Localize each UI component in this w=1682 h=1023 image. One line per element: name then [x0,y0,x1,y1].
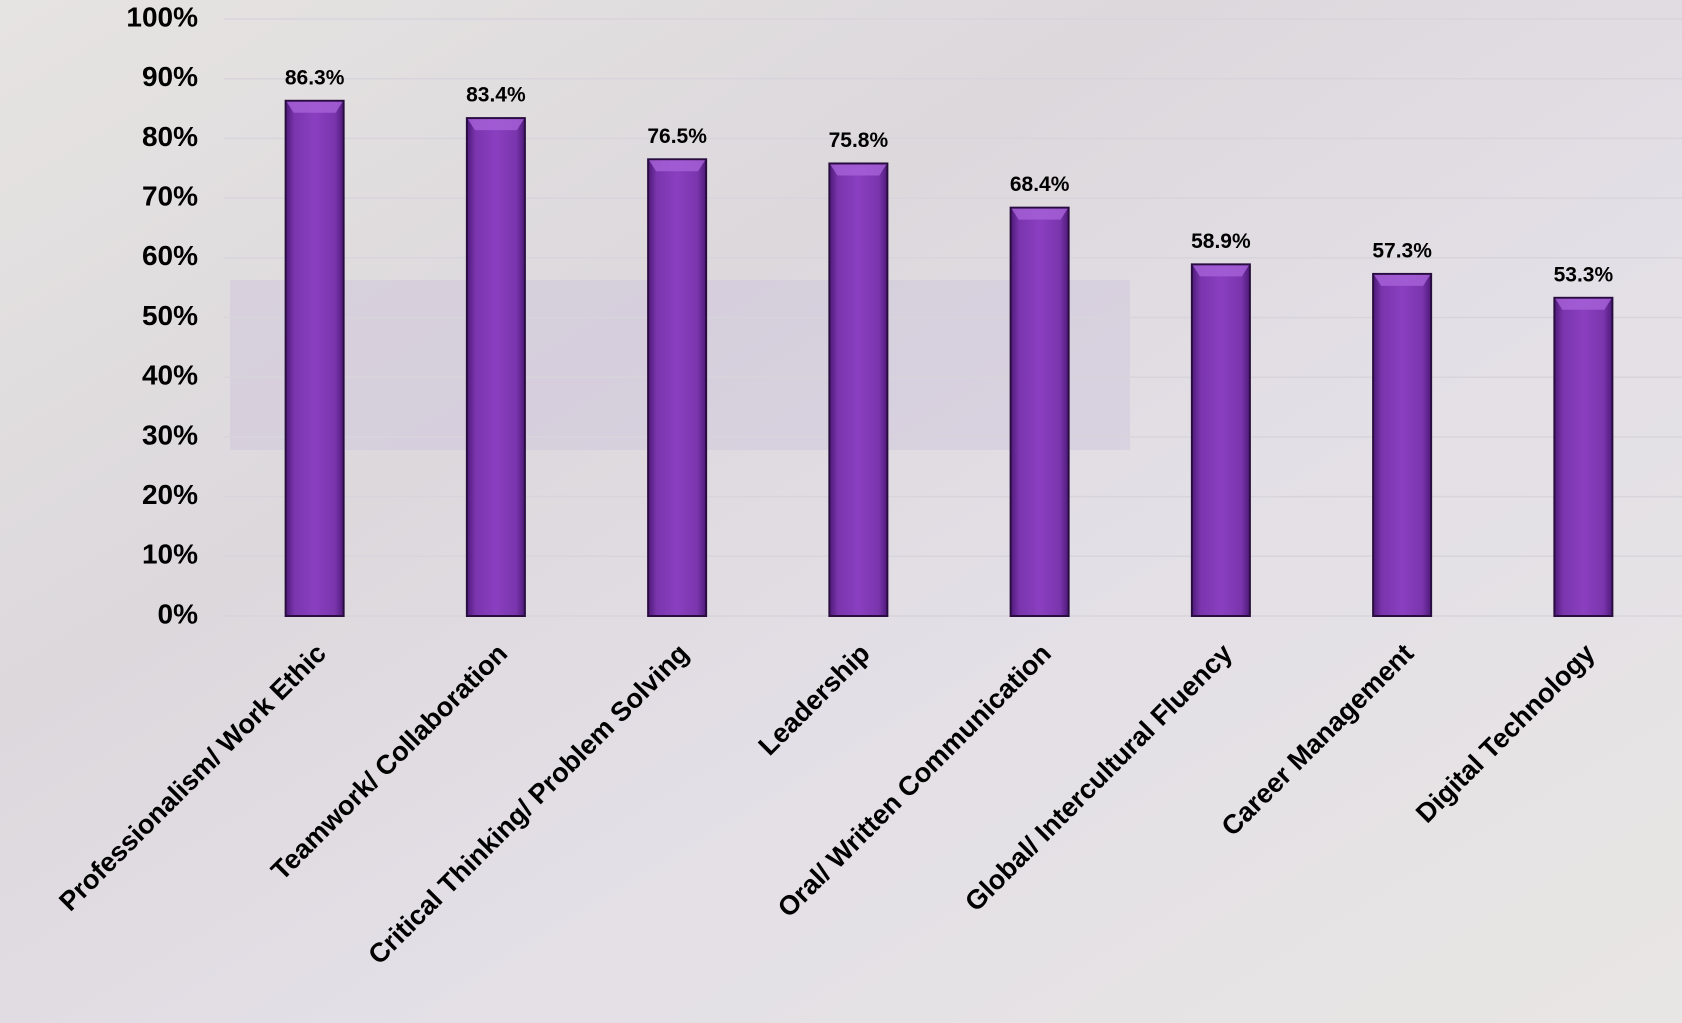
value-label: 58.9% [1191,230,1251,253]
bar-bevel [286,101,343,113]
value-label: 53.3% [1554,263,1614,286]
y-tick-label: 20% [142,479,198,510]
bar [828,162,889,617]
y-tick-label: 90% [142,61,198,92]
y-tick-label: 30% [142,419,198,450]
y-tick-label: 70% [142,180,198,211]
bar [1190,263,1251,617]
y-tick-label: 100% [126,1,198,32]
y-tick-label: 0% [158,598,199,629]
bar-bevel [1374,274,1431,286]
value-label: 57.3% [1372,239,1432,262]
value-label: 76.5% [647,125,707,148]
y-tick-label: 80% [142,121,198,152]
value-label: 75.8% [829,129,889,152]
y-tick-label: 10% [142,539,198,570]
y-tick-label: 50% [142,300,198,331]
value-label: 86.3% [285,66,345,89]
value-label: 68.4% [1010,173,1070,196]
y-tick-label: 40% [142,360,198,391]
bar-bevel [467,119,524,131]
value-label: 83.4% [466,84,526,107]
y-tick-label: 60% [142,240,198,271]
bar-bevel [1192,265,1249,277]
bar [1009,206,1070,617]
bar [647,158,708,617]
bar [465,117,526,618]
bar [1553,296,1614,617]
bar [284,99,345,617]
bar [1372,272,1433,617]
bar-bevel [649,160,706,172]
bar-bevel [1011,208,1068,220]
bar-bevel [830,164,887,176]
bar-bevel [1555,298,1612,310]
